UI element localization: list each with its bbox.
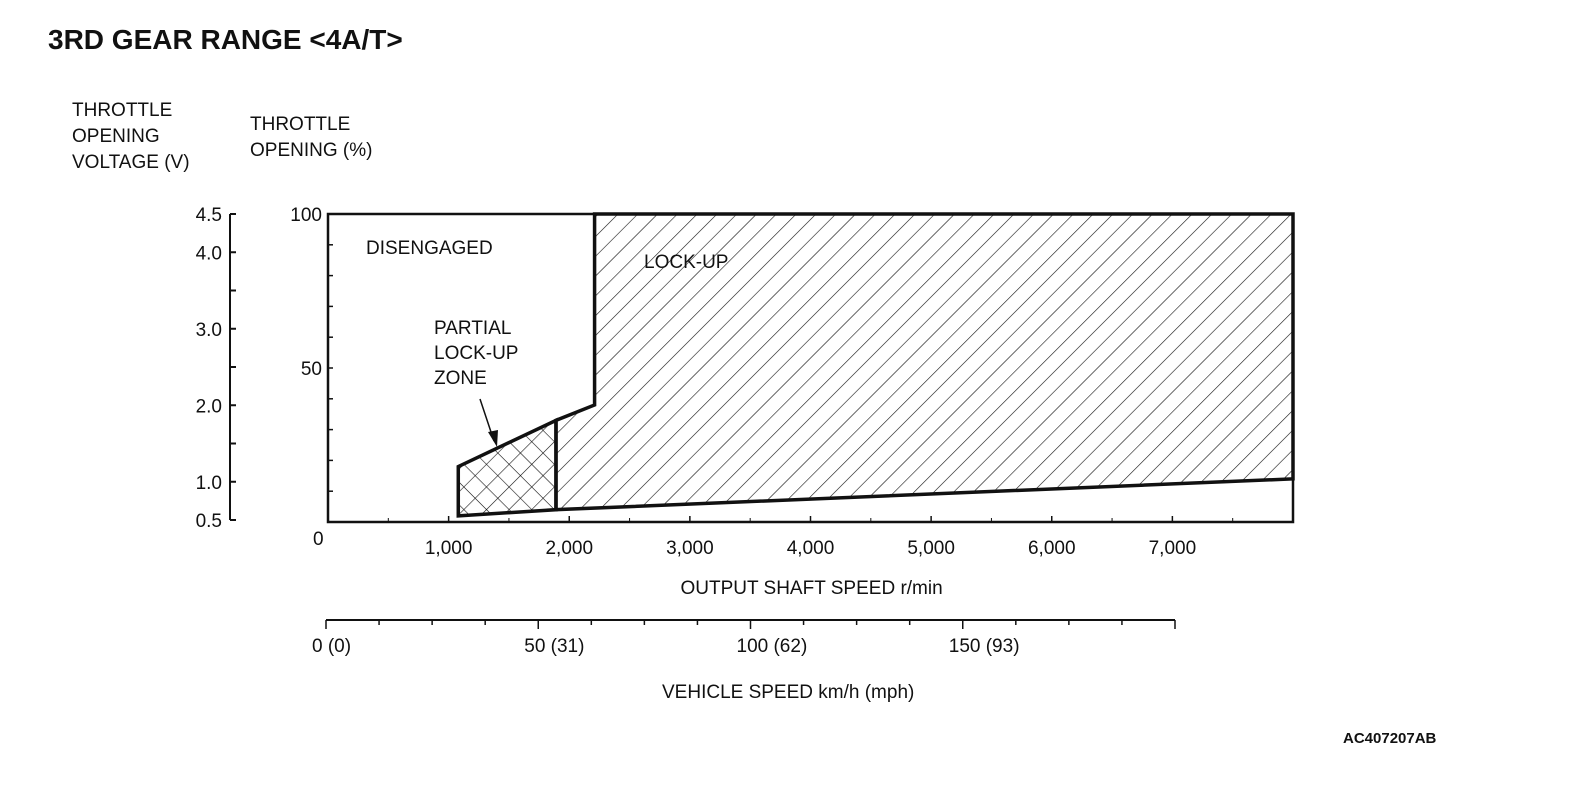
x-tick-label: 4,000: [787, 538, 835, 559]
x-axis-title: OUTPUT SHAFT SPEED r/min: [681, 578, 943, 599]
y-tick-label: 100: [290, 205, 322, 226]
speed-axis-title: VEHICLE SPEED km/h (mph): [662, 682, 914, 703]
speed-tick-label: 50 (31): [524, 636, 584, 657]
page-title: 3RD GEAR RANGE <4A/T>: [48, 24, 403, 55]
speed-tick-label: 100 (62): [737, 636, 808, 657]
voltage-tick-label: 3.0: [196, 320, 222, 341]
disengaged-label: DISENGAGED: [366, 238, 493, 259]
partial-lockup-label: ZONE: [434, 368, 487, 389]
x-tick-label: 5,000: [907, 538, 955, 559]
x-zero-label: 0: [313, 529, 324, 550]
voltage-tick-label: 4.5: [196, 205, 222, 226]
figure-code: AC407207AB: [1343, 730, 1437, 747]
voltage-axis-title-text: THROTTLE OPENING VOLTAGE (V): [72, 100, 190, 173]
voltage-tick-label: 0.5: [196, 511, 222, 532]
y-tick-label: 50: [301, 359, 322, 380]
voltage-tick-label: 1.0: [196, 473, 222, 494]
x-tick-label: 6,000: [1028, 538, 1076, 559]
speed-tick-label: 0 (0): [312, 636, 351, 657]
x-tick-label: 1,000: [425, 538, 473, 559]
speed-tick-label: 150 (93): [949, 636, 1020, 657]
x-tick-label: 3,000: [666, 538, 714, 559]
voltage-tick-label: 4.0: [196, 243, 222, 264]
lockup-label: LOCK-UP: [644, 252, 728, 273]
partial-lockup-label: PARTIAL: [434, 318, 511, 339]
x-tick-label: 2,000: [545, 538, 593, 559]
lockup-region: [554, 212, 1295, 512]
voltage-axis-title: THROTTLE OPENING VOLTAGE (V): [72, 98, 232, 176]
annotation-arrowhead: [488, 430, 498, 447]
partial-lockup-label: LOCK-UP: [434, 343, 518, 364]
voltage-tick-label: 2.0: [196, 396, 222, 417]
x-tick-label: 7,000: [1149, 538, 1197, 559]
partial-lockup-region: [456, 417, 558, 518]
y-axis-title: THROTTLE OPENING (%): [250, 114, 373, 161]
